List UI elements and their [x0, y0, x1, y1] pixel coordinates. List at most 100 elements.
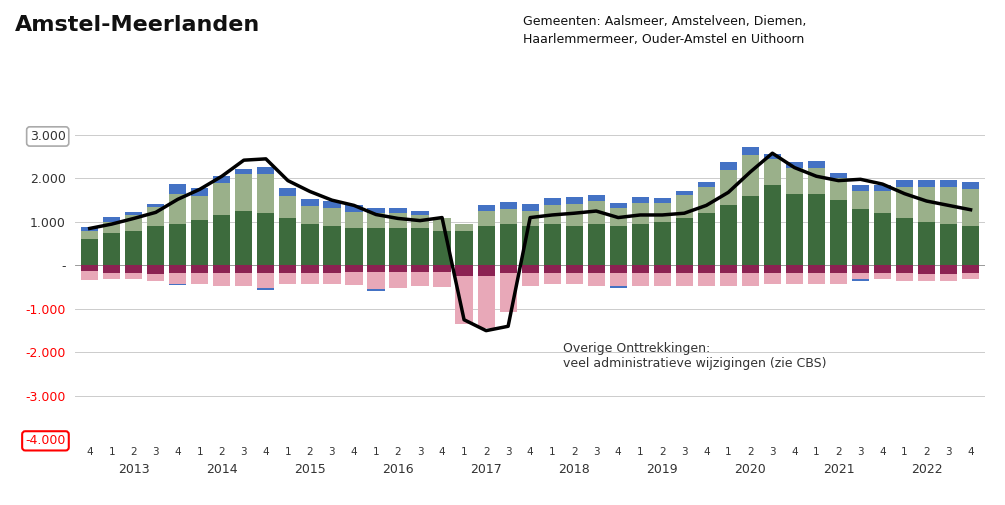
Bar	[389, 208, 407, 213]
Bar	[940, 224, 957, 266]
Bar	[808, 161, 825, 168]
Bar	[257, 273, 274, 288]
Bar	[213, 176, 230, 183]
Bar	[191, 220, 208, 266]
Bar	[675, 218, 692, 266]
Bar	[895, 187, 914, 218]
Bar	[742, 155, 759, 196]
Bar	[742, 273, 759, 286]
Bar	[918, 187, 935, 222]
Bar	[104, 222, 121, 233]
Bar	[588, 201, 605, 224]
Bar	[675, 266, 692, 273]
Bar	[874, 185, 891, 190]
Bar	[499, 266, 517, 273]
Bar	[808, 266, 825, 273]
Bar	[324, 201, 341, 208]
Bar	[697, 187, 715, 213]
Bar	[874, 273, 891, 279]
Bar	[632, 203, 649, 224]
Bar	[675, 195, 692, 218]
Bar	[147, 204, 165, 207]
Text: 2015: 2015	[294, 463, 326, 476]
Bar	[940, 274, 957, 281]
Bar	[302, 206, 319, 224]
Bar	[610, 208, 627, 226]
Bar	[720, 266, 737, 273]
Bar	[764, 273, 781, 284]
Bar	[808, 193, 825, 266]
Bar	[918, 274, 935, 281]
Bar	[389, 213, 407, 228]
Bar	[477, 211, 494, 226]
Bar	[411, 211, 428, 216]
Bar	[81, 227, 98, 231]
Bar	[675, 273, 692, 286]
Bar	[874, 190, 891, 213]
Bar	[522, 273, 539, 286]
Bar	[433, 272, 450, 287]
Bar	[257, 266, 274, 273]
Bar	[918, 180, 935, 187]
Bar	[940, 180, 957, 187]
Bar	[169, 266, 186, 273]
Bar	[126, 231, 143, 266]
Bar	[257, 288, 274, 290]
Bar	[610, 226, 627, 266]
Bar	[368, 228, 385, 266]
Text: 2020: 2020	[735, 463, 766, 476]
Bar	[235, 211, 252, 266]
Bar	[610, 266, 627, 273]
Bar	[632, 273, 649, 286]
Bar	[213, 273, 230, 286]
Bar	[499, 224, 517, 266]
Bar	[675, 191, 692, 195]
Bar	[874, 266, 891, 273]
Bar	[324, 266, 341, 273]
Bar	[742, 196, 759, 266]
Bar	[477, 226, 494, 266]
Bar	[720, 205, 737, 266]
Bar	[104, 273, 121, 279]
Bar	[302, 273, 319, 284]
Bar	[610, 273, 627, 286]
Text: 2022: 2022	[911, 463, 943, 476]
Bar	[522, 266, 539, 273]
Bar	[126, 266, 143, 273]
Bar	[324, 208, 341, 226]
Bar	[81, 231, 98, 239]
Bar	[764, 154, 781, 159]
Bar	[81, 271, 98, 280]
Bar	[786, 273, 803, 284]
Bar	[169, 224, 186, 266]
Text: 2013: 2013	[118, 463, 150, 476]
Text: 2018: 2018	[559, 463, 590, 476]
Bar	[346, 272, 363, 285]
Bar	[368, 208, 385, 213]
Bar	[477, 205, 494, 211]
Bar	[830, 173, 847, 178]
Bar	[346, 206, 363, 212]
Bar	[324, 226, 341, 266]
Bar	[169, 273, 186, 284]
Bar	[191, 273, 208, 284]
Bar	[962, 189, 979, 226]
Bar	[411, 266, 428, 272]
Bar	[610, 286, 627, 287]
Text: Amstel-Meerlanden: Amstel-Meerlanden	[15, 15, 260, 35]
Bar	[346, 228, 363, 266]
Bar	[279, 196, 296, 218]
Bar	[389, 272, 407, 288]
Bar	[302, 224, 319, 266]
Bar	[169, 193, 186, 224]
Bar	[632, 224, 649, 266]
Text: Overige Onttrekkingen:
veel administratieve wijzigingen (zie CBS): Overige Onttrekkingen: veel administrati…	[563, 341, 827, 370]
Bar	[588, 266, 605, 273]
Bar	[302, 266, 319, 273]
Bar	[455, 266, 472, 276]
Bar	[433, 266, 450, 272]
Bar	[720, 170, 737, 205]
Bar	[653, 273, 671, 286]
Bar	[653, 266, 671, 273]
Bar	[522, 211, 539, 226]
